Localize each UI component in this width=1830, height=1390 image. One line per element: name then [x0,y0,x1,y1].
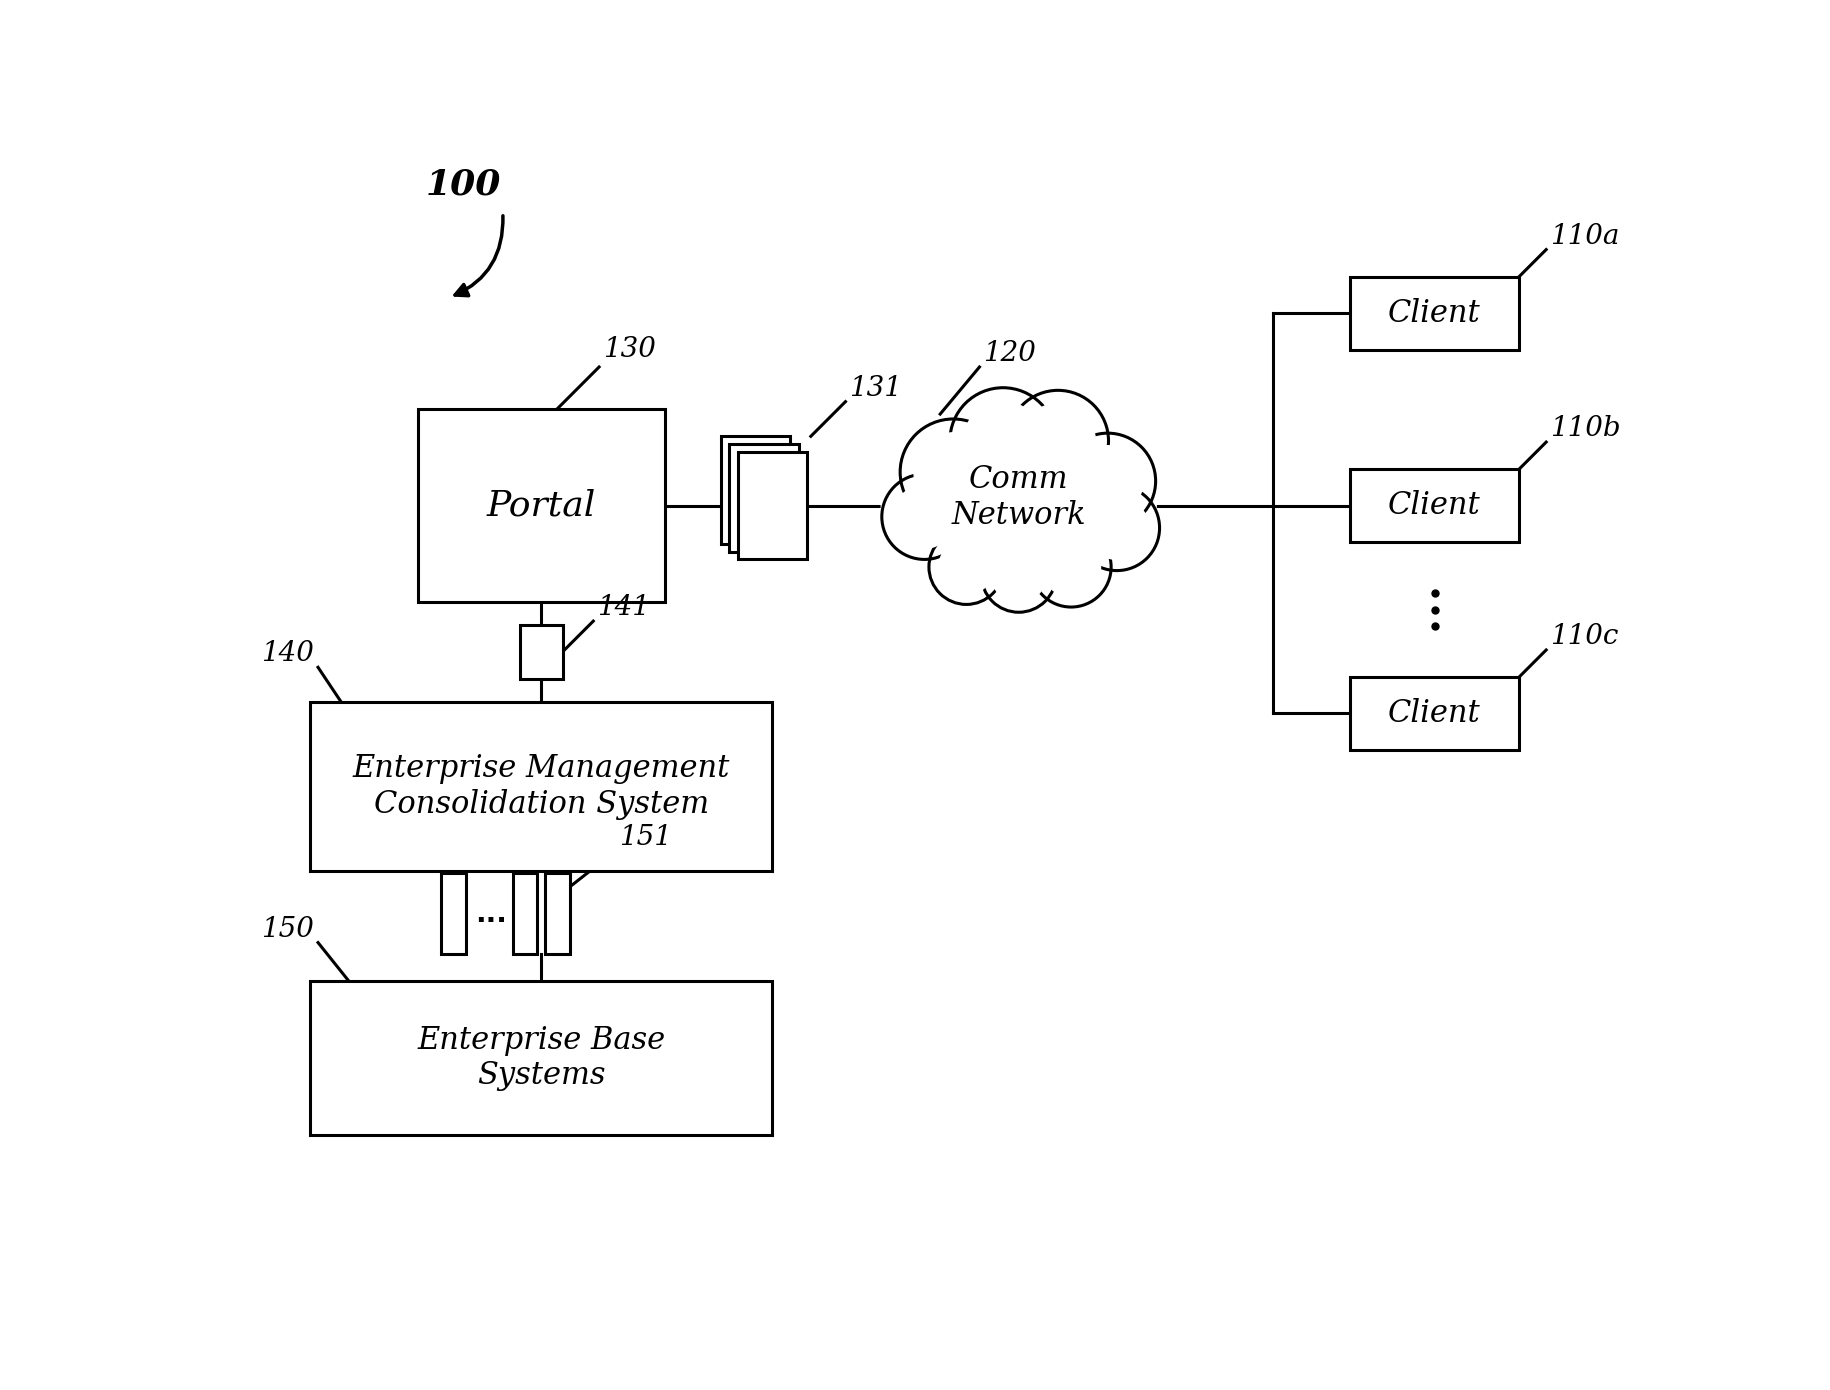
Text: 110b: 110b [1550,416,1621,442]
Circle shape [930,531,1003,603]
Text: 120: 120 [983,341,1036,367]
Circle shape [1021,403,1096,478]
Circle shape [950,388,1056,493]
Text: Client: Client [1389,491,1480,521]
Bar [311,702,772,872]
Bar [728,443,798,552]
Circle shape [939,539,994,595]
Circle shape [882,475,966,559]
Ellipse shape [882,393,1157,617]
Bar [520,626,562,678]
Text: 110c: 110c [1550,623,1618,651]
Bar [1351,468,1519,542]
Circle shape [893,485,955,548]
Text: Client: Client [1389,297,1480,328]
Circle shape [1074,486,1158,570]
Text: 141: 141 [597,594,650,621]
Ellipse shape [920,439,1116,573]
Bar [512,873,538,954]
Text: 140: 140 [262,641,315,667]
Bar [1351,277,1519,350]
Text: 100: 100 [426,167,501,202]
Text: 131: 131 [849,375,902,402]
Circle shape [1072,446,1144,516]
Text: 110a: 110a [1550,222,1620,250]
Circle shape [1085,496,1147,559]
Circle shape [1032,528,1111,606]
Circle shape [983,538,1056,612]
Circle shape [1008,391,1107,491]
Circle shape [1061,434,1155,528]
Circle shape [1041,538,1100,596]
Bar [311,981,772,1136]
Text: 150: 150 [262,916,315,942]
Bar [441,873,467,954]
Circle shape [992,548,1047,602]
Text: 130: 130 [602,336,655,363]
Circle shape [964,402,1043,480]
Bar [737,452,807,560]
Text: Portal: Portal [487,489,597,523]
Text: Comm
Network: Comm Network [952,464,1085,531]
Bar [545,873,569,954]
Text: Client: Client [1389,698,1480,728]
Circle shape [913,432,992,512]
Circle shape [900,420,1007,524]
Bar [417,409,664,602]
Text: ...: ... [476,899,507,927]
Bar [721,436,791,543]
Text: Enterprise Base
Systems: Enterprise Base Systems [417,1024,666,1091]
Bar [1351,677,1519,751]
Text: 151: 151 [619,824,672,851]
Text: Enterprise Management
Consolidation System: Enterprise Management Consolidation Syst… [353,753,730,820]
